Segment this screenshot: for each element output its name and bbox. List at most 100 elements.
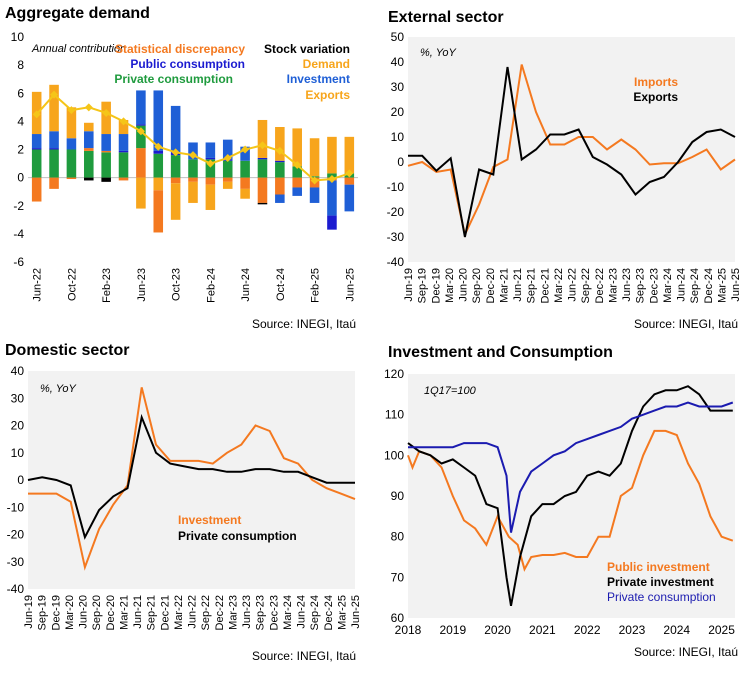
demand-point [154,142,163,151]
p3-ytick-label: 20 [11,419,25,433]
bar-segment-investment [292,187,302,196]
x-tick-label: Sep-23 [255,595,267,630]
bar-segment-exports [118,119,129,135]
x-tick-label: Feb-23 [101,268,113,303]
x-tick-label: Dec-19 [50,595,62,630]
bar-segment-stat [118,177,129,181]
bar-segment-exports [136,177,146,209]
p1-source: Source: INEGI, Itaú [252,317,356,331]
x-tick-label: Jun-25 [344,268,356,302]
x-tick-label: Mar-22 [553,268,565,303]
p2-ytick-label: 30 [391,80,405,94]
x-tick-label: Sep-19 [417,268,429,303]
bar-segment-private [275,162,285,178]
bar-segment-exports [66,107,77,139]
x-tick-label: Jun-20 [458,268,470,302]
bar-segment-investment [49,131,59,149]
legend-item: Investment [178,513,241,527]
bar-segment-stat [170,177,181,184]
demand-point [50,90,59,99]
bar-segment-exports [309,138,320,177]
bar-segment-investment [136,90,146,125]
p3-title: Domestic sector [5,342,130,359]
bar-segment-private [101,152,111,178]
p2-ytick-label: -30 [387,230,405,244]
bar-segment-exports [84,122,94,132]
p2-chart: External sector -40 -30 -20 -10 0 10 20 30 40 50%,… [387,9,742,331]
bar-segment-stat [257,177,268,203]
bar-segment-investment [205,142,216,158]
p4-ytick-label: 90 [391,489,405,503]
bar-segment-private [136,125,146,149]
p3-ytick-label: 0 [17,473,24,487]
x-tick-label: Dec-24 [703,268,715,303]
x-tick-label: Dec-22 [214,595,226,630]
series-line [408,66,736,238]
p1-ytick-label: 0 [17,171,24,185]
p1-ytick-label: 4 [17,114,24,128]
x-tick-label: 2022 [574,623,601,637]
x-tick-label: Oct-24 [275,268,287,301]
bar-segment-investment [84,131,94,149]
x-tick-label: Dec-23 [268,595,280,630]
p3-ytick-label: -40 [7,582,25,596]
p2-ytick-label: -20 [387,205,405,219]
demand-point [32,110,41,119]
x-tick-label: Jun-22 [187,595,199,629]
x-tick-label: Jun-21 [132,595,144,629]
x-tick-label: Sep-20 [471,268,483,303]
demand-point [327,175,336,184]
p2-ytick-label: -40 [387,255,405,269]
x-tick-label: Jun-19 [403,268,415,302]
x-tick-label: Oct-22 [66,268,78,301]
bar-segment-private [205,159,216,178]
p2-ytick-label: 50 [391,30,405,44]
bar-segment-stat [66,177,77,180]
bar-segment-exports [49,84,59,132]
p2-note: %, YoY [420,47,457,59]
bar-segment-private [170,155,181,178]
p1-ytick-label: -6 [13,255,24,269]
bar-segment-public [49,148,59,150]
bar-segment-stat [292,177,302,188]
bar-segment-private [49,149,59,178]
bar-segment-exports [222,181,233,189]
bar-segment-stat [240,177,250,189]
p2-title: External sector [388,9,504,26]
demand-point [258,141,267,150]
p3-note: %, YoY [40,383,77,395]
bar-segment-stockneg [257,202,268,205]
x-tick-label: Jun-24 [296,595,308,629]
bar-segment-stockneg [101,177,111,182]
x-tick-label: Jun-23 [136,268,148,302]
x-tick-label: Mar-24 [662,268,674,303]
p1-ytick-label: -2 [13,199,24,213]
p4-ytick-label: 60 [391,611,405,625]
bar-segment-public [118,150,129,153]
bar-segment-private [240,160,250,178]
p4-plot-area [408,374,735,618]
x-tick-label: Jun-21 [512,268,524,302]
x-tick-label: Sep-21 [146,595,158,630]
x-tick-label: Sep-21 [526,268,538,303]
bar-segment-investment [153,90,164,151]
series-line [27,413,355,540]
x-tick-label: Mar-20 [444,268,456,303]
x-tick-label: Sep-23 [635,268,647,303]
x-tick-label: Jun-22 [567,268,579,302]
bar-segment-stat [49,177,59,189]
x-tick-label: Sep-22 [200,595,212,630]
p2-ytick-label: 0 [397,155,404,169]
bar-segment-stat [222,177,233,182]
p1-ytick-label: 2 [17,143,24,157]
x-tick-label: Mar-25 [336,595,348,630]
legend-item: Private consumption [114,72,233,86]
x-tick-label: Dec-19 [430,268,442,303]
x-tick-label: Mar-20 [64,595,76,630]
bar-segment-investment [222,139,233,160]
x-tick-label: Sep-20 [91,595,103,630]
legend-item: Public investment [607,560,710,574]
legend-item: Statistical discrepancy [115,42,245,56]
x-tick-label: Mar-21 [498,268,510,303]
x-tick-label: Jun-22 [32,268,44,302]
